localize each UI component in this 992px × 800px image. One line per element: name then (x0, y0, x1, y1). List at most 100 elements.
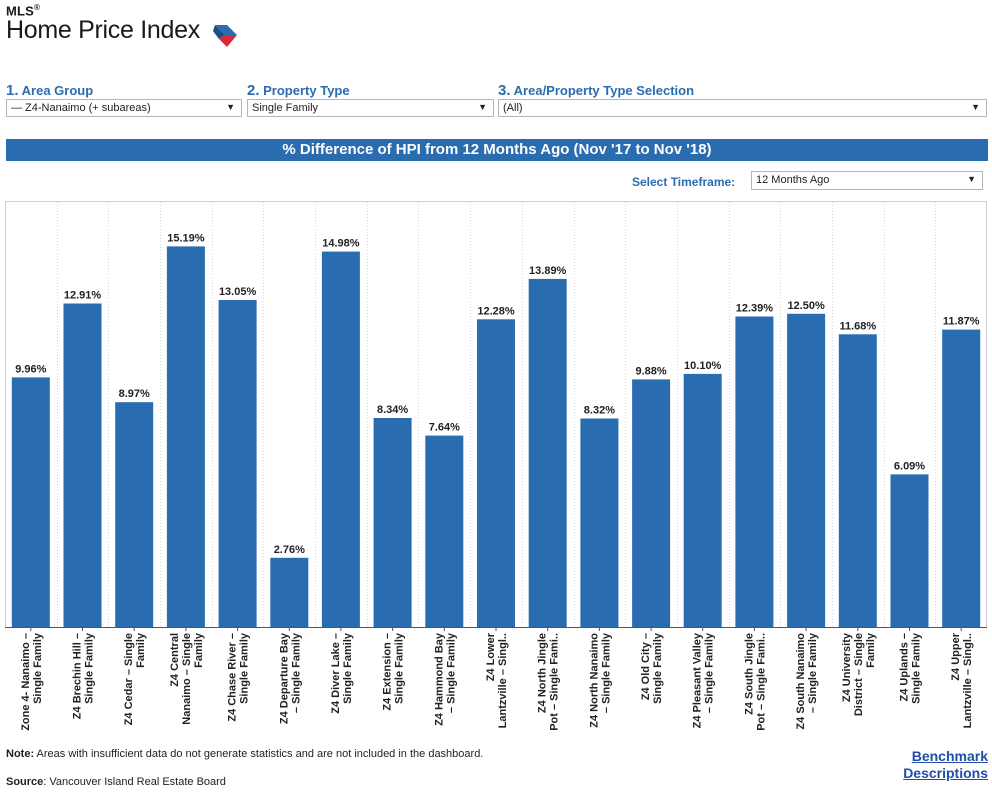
data-label: 12.28% (477, 305, 515, 317)
logo-title: Home Price Index (6, 16, 200, 45)
category-label: Z4 Hammond Bay – Single Family (433, 632, 457, 726)
category-label: Z4 Chase River – Single Family (227, 632, 251, 722)
category-label-line: Z4 North Jingle (537, 633, 549, 713)
data-label: 9.96% (15, 363, 46, 375)
category-label: Zone 4- Nanaimo – Single Family (20, 632, 44, 731)
selection-label: 3. Area/Property Type Selection (498, 82, 695, 99)
property-type-value: Single Family (252, 102, 319, 114)
category-label-line: Pot – Single Fami.. (549, 633, 561, 731)
area-group-value: — Z4-Nanaimo (+ subareas) (11, 102, 151, 114)
category-label-line: Z4 Chase River – (227, 633, 239, 722)
data-label: 12.39% (736, 303, 774, 315)
bar[interactable] (373, 418, 412, 627)
data-label: 12.50% (787, 300, 825, 312)
category-label-line: Z4 Diver Lake – (330, 633, 342, 714)
category-label-line: Z4 Hammond Bay (433, 632, 445, 726)
bar[interactable] (683, 373, 722, 627)
category-label: Z4 Diver Lake – Single Family (330, 632, 354, 714)
category-label-line: – Single Family (807, 632, 819, 713)
category-label-line: Z4 Cedar – Single (123, 633, 135, 725)
benchmark-descriptions-link[interactable]: Benchmark Descriptions (903, 748, 988, 781)
data-label: 9.88% (635, 365, 666, 377)
data-label: 8.34% (377, 404, 408, 416)
category-label-line: Z4 Uplands – (899, 633, 911, 701)
category-label-line: Z4 Lower (485, 632, 497, 681)
category-label-line: Single Family (652, 632, 664, 704)
category-label-line: Nanaimo – Single (181, 633, 193, 725)
category-label-line: – Single Family (290, 632, 302, 713)
mls-hpi-logo: MLS® Home Price Index (6, 3, 237, 47)
category-label: Z4 Extension – Single Family (382, 632, 406, 711)
bar[interactable] (11, 377, 50, 627)
category-label: Z4 Pleasant Valley – Single Family (692, 632, 716, 728)
bar[interactable] (270, 557, 309, 627)
category-label-line: – Single Family (600, 632, 612, 713)
category-label: Z4 Upper Lantzville – Singl.. (950, 632, 974, 728)
category-label-line: Single Family (394, 632, 406, 704)
category-label-line: Single Family (239, 632, 251, 704)
category-label-line: Pot – Single Fami.. (755, 633, 767, 731)
data-label: 6.09% (894, 460, 925, 472)
category-label-line: Z4 South Jingle (743, 633, 755, 715)
category-label-line: Single Family (32, 632, 44, 704)
category-label-line: Z4 South Nanaimo (795, 633, 807, 730)
bar[interactable] (63, 303, 102, 628)
category-label-line: Z4 Central (169, 633, 181, 687)
data-label: 2.76% (274, 544, 305, 556)
category-label: Z4 Lower Lantzville – Singl.. (485, 632, 509, 728)
data-label: 10.10% (684, 360, 722, 372)
bar[interactable] (477, 319, 515, 627)
category-label-line: – Single Family (704, 632, 716, 713)
bar[interactable] (838, 334, 877, 627)
data-label: 7.64% (429, 422, 460, 434)
bar[interactable] (166, 246, 205, 627)
chevron-down-icon: ▼ (967, 174, 976, 184)
chart-title: % Difference of HPI from 12 Months Ago (… (6, 139, 988, 161)
bar[interactable] (528, 278, 567, 627)
bar[interactable] (218, 300, 257, 627)
category-label: Z4 South Jingle Pot – Single Fami.. (743, 633, 767, 731)
area-group-select[interactable]: — Z4-Nanaimo (+ subareas) ▼ (6, 99, 242, 117)
category-label-line: Lantzville – Singl.. (497, 633, 509, 728)
bar[interactable] (890, 474, 929, 627)
bar[interactable] (942, 329, 981, 627)
category-label-line: Lantzville – Singl.. (962, 633, 974, 728)
data-label: 8.97% (119, 388, 150, 400)
data-label: 12.91% (64, 290, 102, 302)
bar[interactable] (735, 316, 774, 628)
category-label: Z4 North Jingle Pot – Single Fami.. (537, 633, 561, 731)
bar[interactable] (425, 435, 464, 627)
data-label: 11.68% (839, 320, 876, 332)
category-label-line: District – Single (853, 633, 865, 716)
category-label-line: Z4 Upper (950, 632, 962, 680)
category-label: Z4 North Nanaimo – Single Family (588, 632, 612, 728)
category-label-line: Single Family (342, 632, 354, 704)
chevron-down-icon: ▼ (226, 102, 235, 112)
footer-note: Note: Areas with insufficient data do no… (6, 748, 484, 760)
area-group-label: 1. Area Group (6, 82, 94, 99)
bar[interactable] (787, 313, 826, 627)
data-label: 15.19% (167, 232, 205, 244)
bar[interactable] (115, 402, 154, 627)
selection-select[interactable]: (All) ▼ (498, 99, 987, 117)
bar[interactable] (321, 251, 360, 627)
category-label-line: Single Family (911, 632, 923, 704)
category-label-line: Family (865, 632, 877, 668)
category-label: Z4 Central Nanaimo – Single Family (169, 632, 205, 725)
data-label: 11.87% (943, 316, 980, 328)
category-label: Z4 Uplands – Single Family (899, 632, 923, 704)
logo-diamond-icon (213, 25, 237, 47)
bar[interactable] (580, 418, 619, 628)
selection-value: (All) (503, 102, 523, 114)
bar[interactable] (632, 379, 671, 627)
category-label-line: Z4 Extension – (382, 633, 394, 711)
category-label-line: Z4 Old City – (640, 633, 652, 700)
footer-source: Source: Vancouver Island Real Estate Boa… (6, 776, 226, 788)
timeframe-value: 12 Months Ago (756, 174, 830, 186)
category-label-line: Z4 North Nanaimo (588, 633, 600, 728)
chevron-down-icon: ▼ (478, 102, 487, 112)
property-type-label: 2. Property Type (247, 82, 350, 99)
property-type-select[interactable]: Single Family ▼ (247, 99, 494, 117)
timeframe-select[interactable]: 12 Months Ago ▼ (751, 171, 983, 190)
data-label: 13.05% (219, 286, 257, 298)
